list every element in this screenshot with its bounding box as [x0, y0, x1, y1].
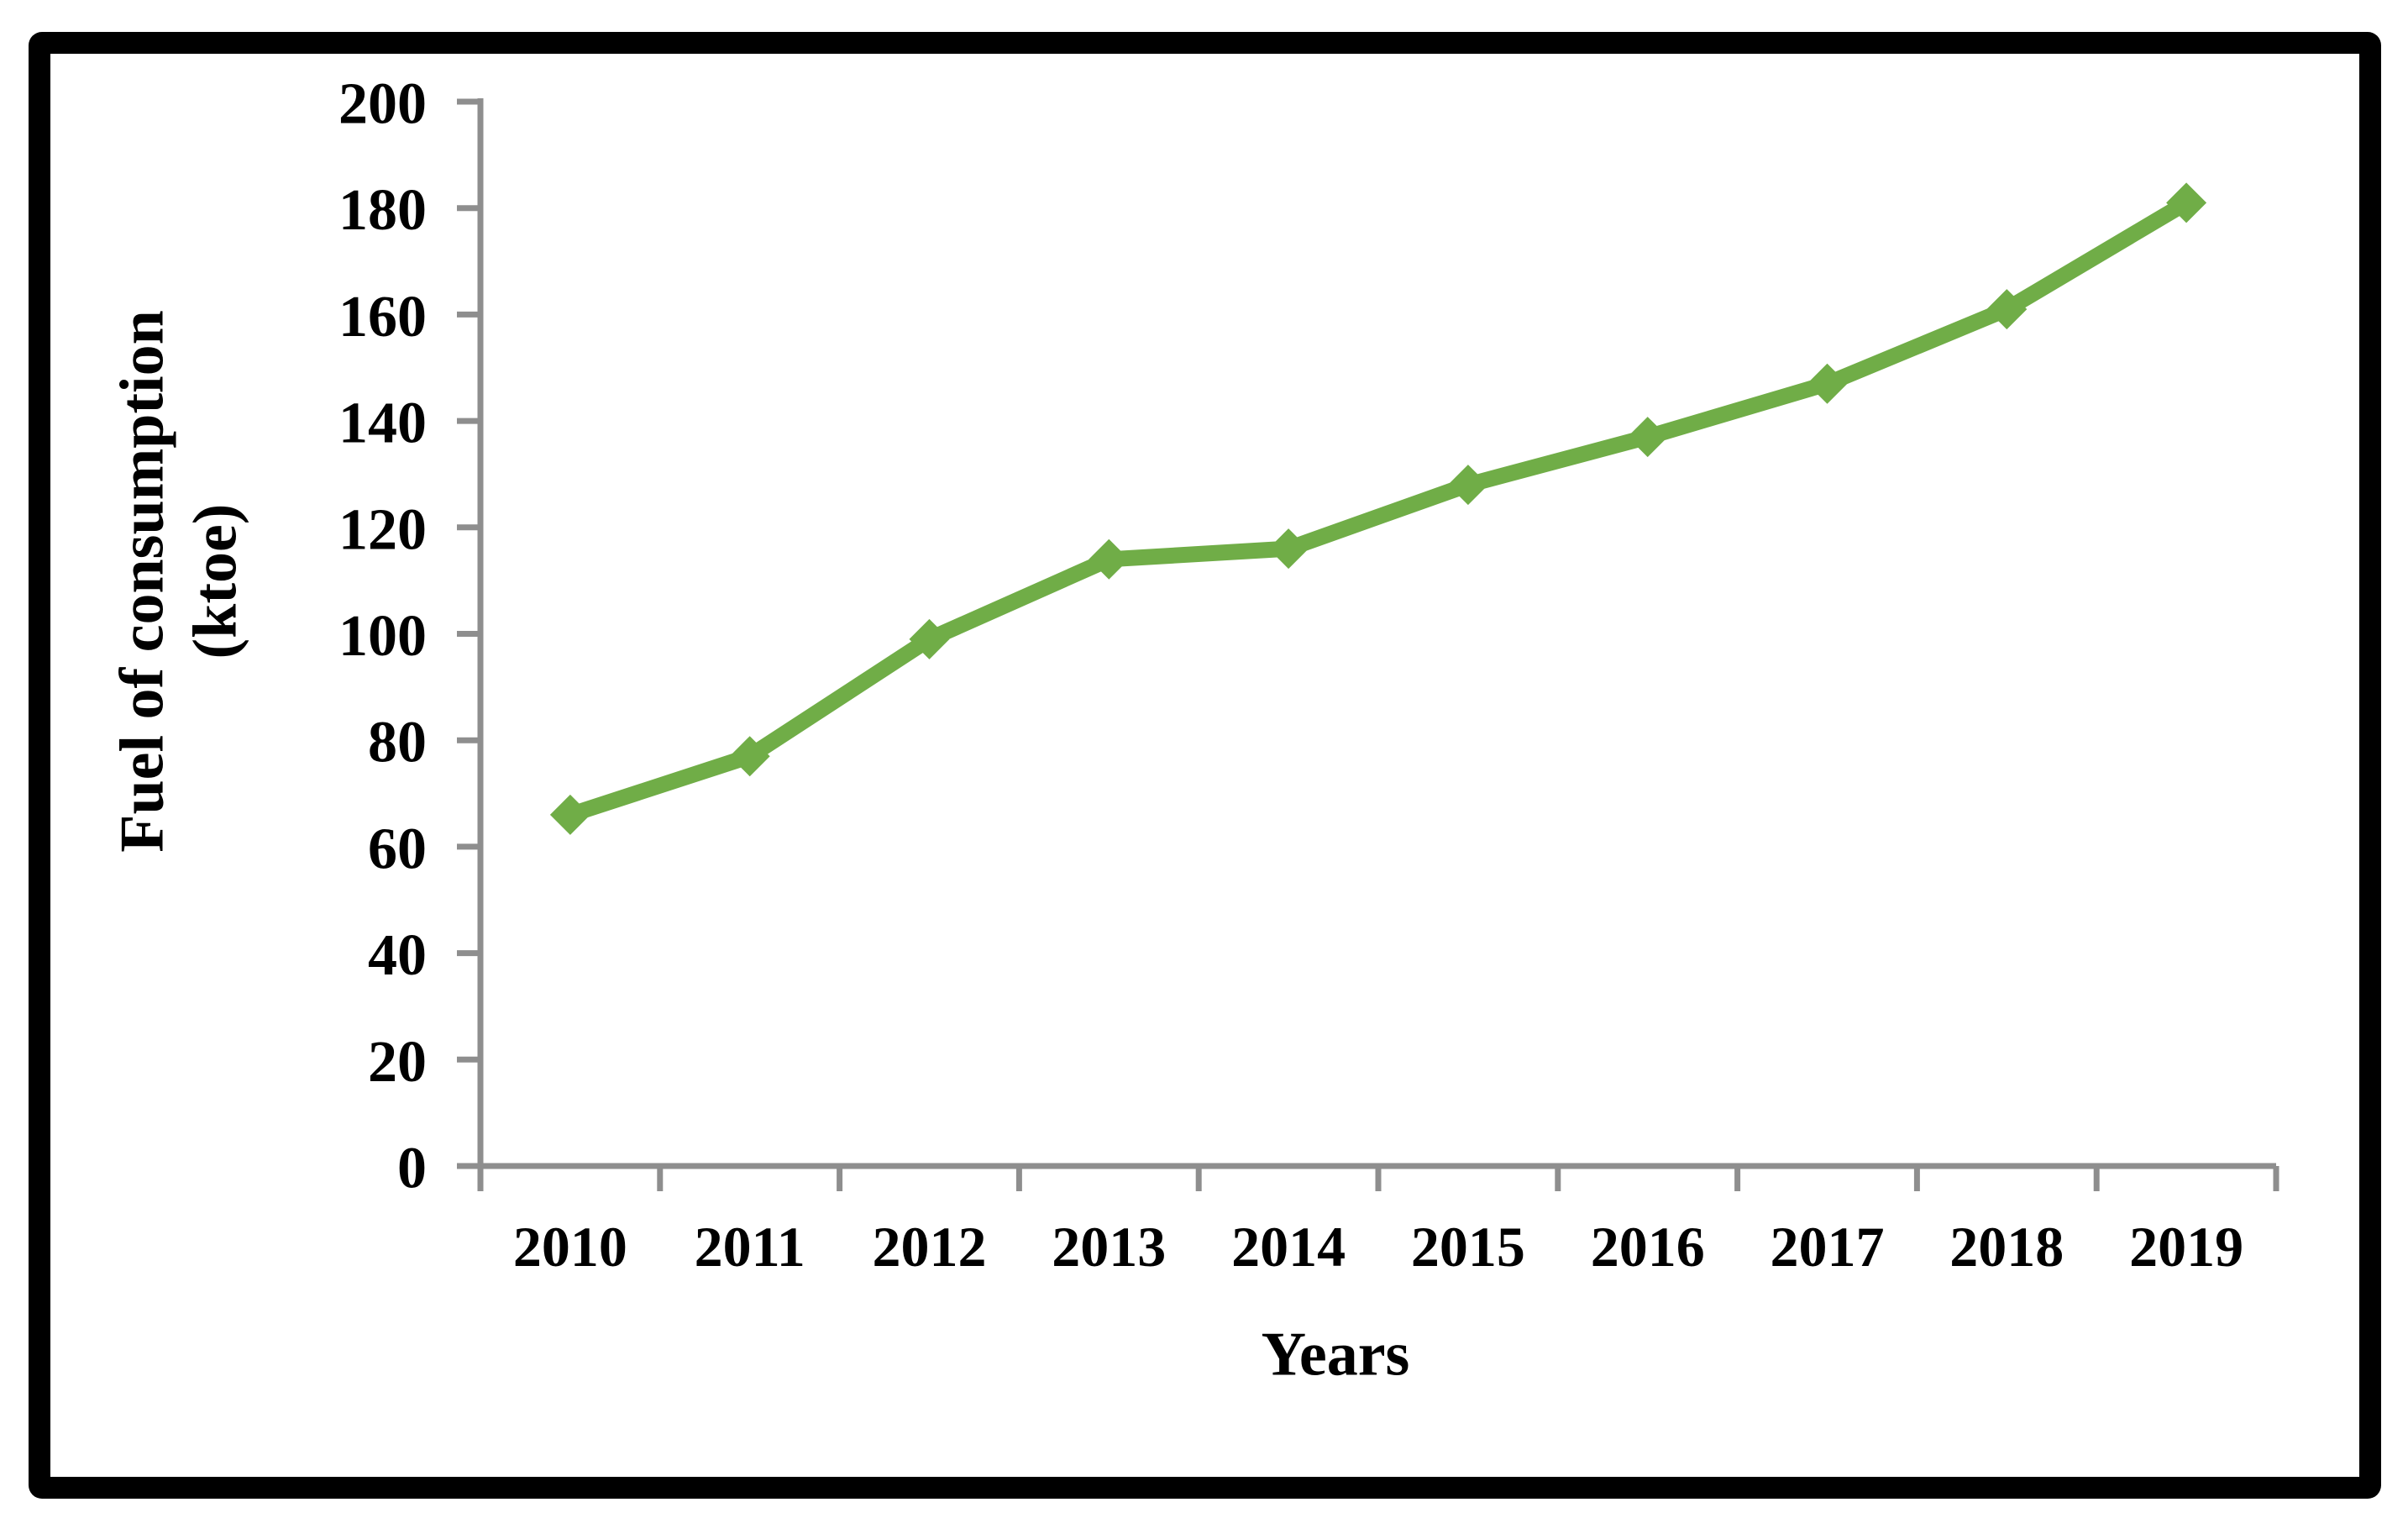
- y-tick-label: 60: [368, 817, 427, 881]
- data-point-marker: [1627, 417, 1668, 458]
- y-axis-title-text: Fuel of consumption: [108, 310, 177, 853]
- x-tick-label: 2019: [2129, 1215, 2243, 1279]
- data-point-marker: [909, 618, 950, 659]
- y-tick-label: 20: [368, 1030, 427, 1095]
- y-tick-label: 0: [397, 1137, 427, 1201]
- y-tick-label: 40: [368, 923, 427, 988]
- data-point-marker: [1807, 363, 1848, 404]
- data-point-marker: [1447, 465, 1488, 506]
- data-point-marker: [2166, 182, 2207, 223]
- y-tick-label: 160: [338, 285, 427, 349]
- data-point-marker: [729, 736, 770, 777]
- x-tick-label: 2013: [1052, 1215, 1166, 1279]
- y-tick-label: 180: [338, 178, 427, 243]
- data-point-marker: [549, 794, 590, 835]
- y-tick-label: 140: [338, 391, 427, 456]
- data-point-marker: [1268, 528, 1309, 570]
- y-tick-label: 120: [338, 497, 427, 562]
- x-tick-label: 2012: [873, 1215, 987, 1279]
- x-tick-label: 2015: [1411, 1215, 1525, 1279]
- y-axis-unit-text: (ktoe): [181, 503, 249, 659]
- y-axis-title: Fuel of consumption (ktoe): [106, 310, 251, 853]
- data-point-marker: [1089, 538, 1130, 580]
- x-tick-label: 2016: [1591, 1215, 1705, 1279]
- y-tick-label: 200: [338, 72, 427, 137]
- data-point-marker: [1986, 289, 2028, 330]
- y-tick-label: 80: [368, 711, 427, 775]
- x-tick-label: 2017: [1771, 1215, 1885, 1279]
- x-tick-label: 2011: [695, 1215, 805, 1279]
- x-tick-label: 2018: [1949, 1215, 2064, 1279]
- y-tick-label: 100: [338, 604, 427, 669]
- x-tick-label: 2014: [1231, 1215, 1346, 1279]
- x-axis-title: Years: [1261, 1320, 1410, 1389]
- data-line: [562, 194, 2195, 823]
- x-tick-label: 2010: [513, 1215, 627, 1279]
